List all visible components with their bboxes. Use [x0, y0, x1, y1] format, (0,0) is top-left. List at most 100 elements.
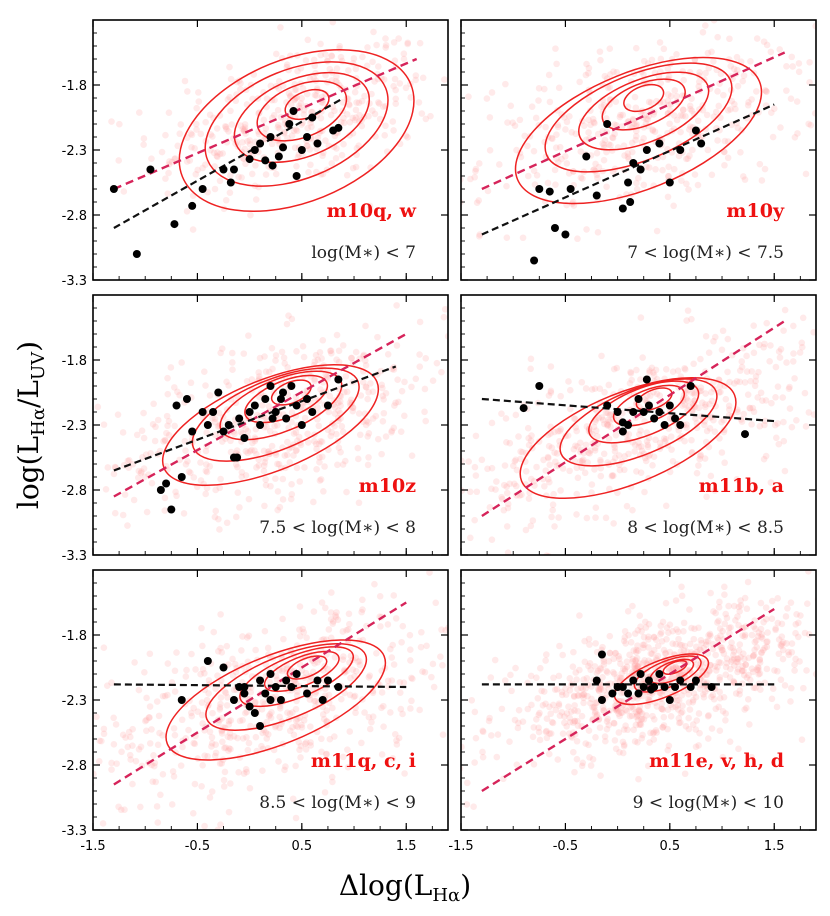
- scatter-point: [432, 599, 440, 607]
- scatter-point: [246, 447, 254, 455]
- scatter-point: [747, 676, 754, 684]
- scatter-point: [321, 463, 328, 470]
- data-point: [156, 486, 165, 494]
- scatter-point: [734, 655, 741, 663]
- scatter-point: [218, 715, 226, 722]
- panel-plot-area: [94, 302, 448, 566]
- scatter-point: [787, 599, 795, 606]
- scatter-point: [199, 642, 206, 650]
- scatter-point: [667, 712, 675, 720]
- scatter-point: [375, 63, 382, 70]
- scatter-point: [703, 641, 710, 649]
- scatter-point: [317, 51, 325, 59]
- scatter-point: [734, 655, 742, 662]
- scatter-point: [262, 476, 269, 483]
- scatter-point: [438, 368, 445, 376]
- data-point: [271, 408, 280, 416]
- scatter-point: [635, 443, 643, 451]
- scatter-point: [266, 427, 274, 435]
- scatter-point: [645, 98, 653, 106]
- scatter-point: [566, 714, 573, 722]
- black-fit-line: [481, 103, 775, 236]
- scatter-point: [373, 650, 380, 657]
- scatter-point: [416, 363, 424, 370]
- scatter-point: [752, 377, 759, 385]
- scatter-point: [525, 434, 532, 442]
- scatter-point: [594, 433, 601, 440]
- scatter-point: [217, 700, 224, 708]
- scatter-point: [276, 713, 283, 721]
- scatter-point: [319, 152, 326, 160]
- scatter-point: [165, 109, 173, 117]
- scatter-point: [461, 765, 464, 772]
- scatter-point: [488, 464, 496, 472]
- scatter-point: [524, 705, 532, 713]
- scatter-point: [580, 694, 587, 702]
- scatter-point: [203, 484, 211, 492]
- scatter-point: [248, 673, 256, 680]
- scatter-point: [320, 715, 328, 723]
- scatter-point: [492, 486, 499, 493]
- scatter-point: [404, 40, 411, 48]
- data-point: [245, 155, 254, 164]
- data-point: [642, 146, 651, 154]
- scatter-point: [412, 76, 419, 84]
- data-point: [671, 683, 680, 691]
- scatter-point: [399, 622, 407, 630]
- scatter-point: [737, 597, 744, 604]
- scatter-point: [738, 418, 746, 425]
- data-point: [618, 683, 627, 691]
- scatter-point: [664, 109, 672, 117]
- scatter-point: [724, 335, 732, 343]
- scatter-point: [738, 667, 746, 675]
- scatter-point: [231, 660, 239, 668]
- scatter-point: [239, 716, 246, 724]
- scatter-point: [551, 428, 558, 436]
- scatter-point: [691, 171, 699, 178]
- scatter-point: [768, 399, 775, 407]
- scatter-point: [554, 158, 562, 166]
- scatter-point: [638, 628, 645, 635]
- scatter-point: [796, 658, 803, 665]
- scatter-point: [245, 632, 253, 640]
- scatter-point: [741, 594, 749, 602]
- scatter-point: [202, 461, 210, 468]
- scatter-point: [422, 417, 430, 425]
- scatter-point: [784, 605, 791, 612]
- scatter-point: [99, 820, 107, 827]
- scatter-point: [214, 826, 222, 830]
- scatter-point: [684, 155, 692, 162]
- scatter-point: [335, 347, 343, 355]
- scatter-point: [811, 110, 816, 117]
- scatter-point: [184, 458, 191, 465]
- scatter-point: [670, 112, 678, 119]
- scatter-point: [124, 457, 132, 465]
- scatter-point: [725, 624, 733, 632]
- scatter-point: [511, 122, 519, 129]
- scatter-point: [630, 705, 637, 713]
- scatter-point: [632, 656, 639, 664]
- scatter-point: [727, 106, 734, 113]
- scatter-point: [649, 462, 656, 469]
- scatter-point: [604, 422, 611, 429]
- scatter-point: [396, 689, 404, 696]
- scatter-point: [608, 147, 616, 154]
- scatter-point: [463, 603, 470, 610]
- scatter-point: [382, 41, 390, 49]
- scatter-point: [197, 459, 204, 466]
- scatter-point: [110, 559, 117, 566]
- scatter-point: [238, 473, 246, 481]
- scatter-point: [587, 762, 595, 769]
- scatter-point: [779, 655, 787, 663]
- scatter-point: [503, 439, 510, 446]
- scatter-point: [582, 71, 590, 79]
- scatter-point: [246, 141, 254, 148]
- scatter-point: [751, 646, 758, 654]
- scatter-point: [702, 638, 710, 646]
- scatter-point: [468, 696, 476, 704]
- scatter-point: [716, 625, 724, 632]
- scatter-point: [129, 742, 136, 749]
- scatter-point: [140, 135, 148, 142]
- scatter-point: [654, 652, 662, 660]
- contour-4: [204, 61, 389, 187]
